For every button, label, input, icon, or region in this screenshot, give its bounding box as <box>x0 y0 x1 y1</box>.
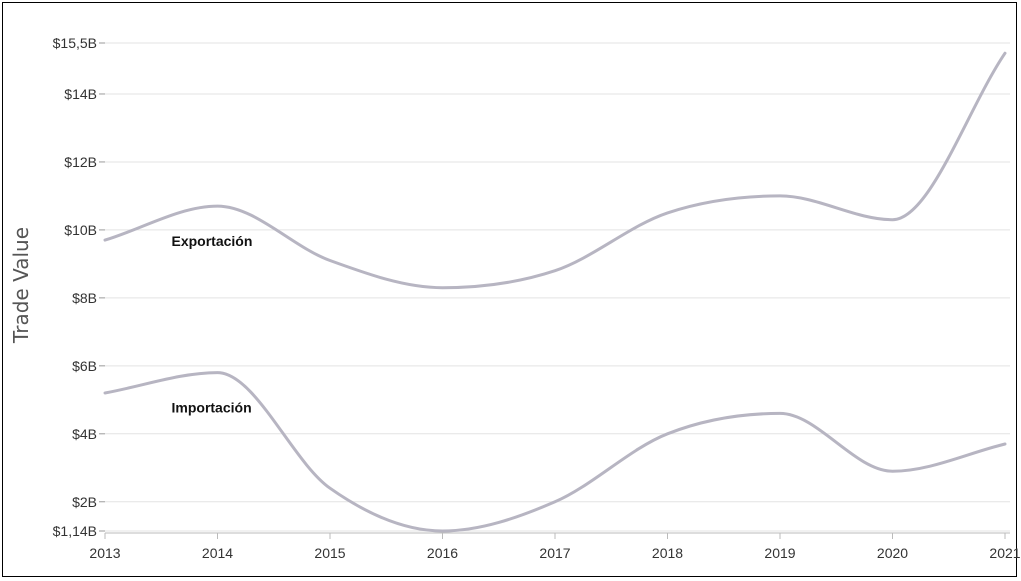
x-tick-label: 2018 <box>652 545 683 561</box>
y-tick-label: $6B <box>72 358 97 374</box>
x-tick-label: 2015 <box>314 545 345 561</box>
y-axis-tick-labels: $1,14B $2B $4B $6B $8B $10B $12B $14B $15,5B <box>53 35 97 539</box>
y-tick-label: $8B <box>72 290 97 306</box>
series-line-importacion <box>103 371 1007 533</box>
y-axis-title: Trade Value <box>9 227 33 344</box>
x-tick-label: 2019 <box>764 545 795 561</box>
y-tick-label: $10B <box>64 222 97 238</box>
x-tick-label: 2020 <box>877 545 908 561</box>
y-tick-label: $12B <box>64 154 97 170</box>
series-label-exportacion: Exportación <box>172 233 253 249</box>
x-tick-label: 2017 <box>539 545 570 561</box>
grid-lines <box>99 42 1010 534</box>
x-axis-tick-labels: 2013 2014 2015 2016 2017 2018 2019 2020 2021 <box>89 533 1021 561</box>
y-tick-label: $4B <box>72 426 97 442</box>
y-tick-label: $2B <box>72 494 97 510</box>
x-tick-label: 2013 <box>89 545 120 561</box>
y-tick-label: $15,5B <box>53 35 97 51</box>
series-line-exportacion <box>103 51 1007 290</box>
y-tick-label: $14B <box>64 86 97 102</box>
series-lines: Exportación Importación <box>103 51 1007 533</box>
series-label-importacion: Importación <box>172 400 252 416</box>
y-tick-label: $1,14B <box>53 523 97 539</box>
x-tick-label: 2021 <box>989 545 1020 561</box>
x-tick-label: 2014 <box>202 545 233 561</box>
x-tick-label: 2016 <box>427 545 458 561</box>
